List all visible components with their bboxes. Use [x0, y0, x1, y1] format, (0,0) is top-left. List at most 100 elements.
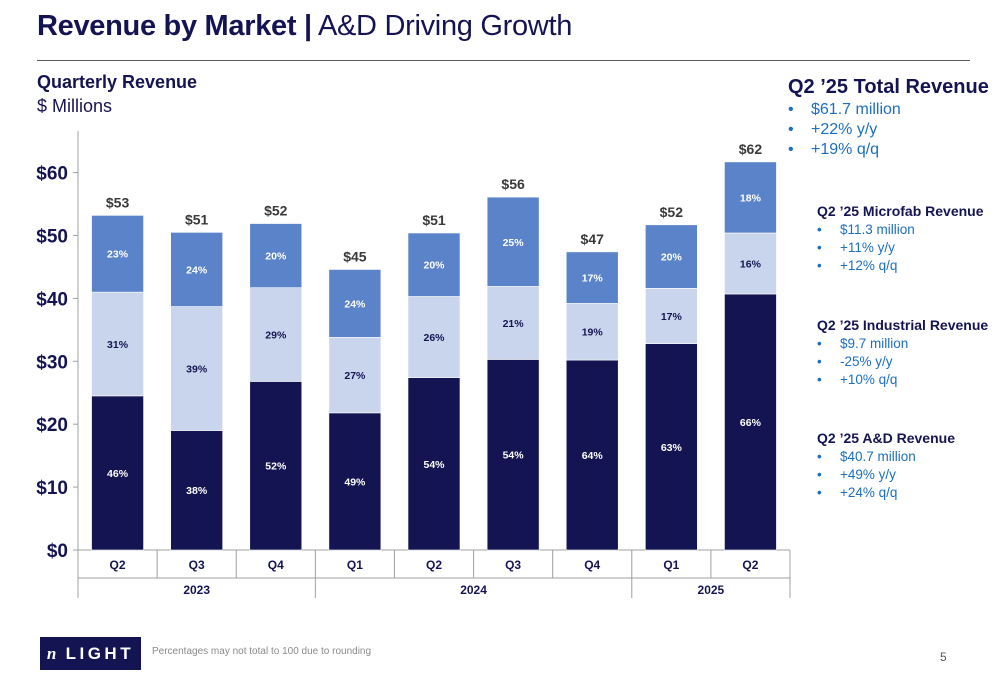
industrial-revenue-item: -25% y/y: [817, 353, 988, 371]
segment-pct-label: 20%: [265, 251, 287, 263]
industrial-revenue-item: $9.7 million: [817, 335, 988, 353]
bar-segment: [724, 293, 777, 551]
y-tick-label: $40: [36, 289, 68, 310]
bar-total-label: $53: [106, 194, 130, 210]
bar-segment: [486, 286, 540, 360]
segment-pct-label: 26%: [423, 332, 445, 344]
segment-pct-label: 21%: [503, 318, 525, 330]
microfab-revenue-item: $11.3 million: [817, 221, 984, 239]
y-tick-label: $20: [36, 415, 68, 436]
bar-total-label: $56: [501, 176, 525, 192]
segment-pct-label: 20%: [661, 252, 683, 264]
total-revenue-item: $61.7 million: [788, 100, 989, 120]
bar-total-label: $45: [343, 248, 367, 264]
bar-total-label: $51: [185, 211, 209, 227]
bar-segment: [645, 343, 698, 551]
ad-revenue-panel: Q2 ’25 A&D Revenue $40.7 million +49% y/…: [817, 429, 955, 502]
x-tick-label: Q4: [268, 558, 284, 572]
segment-pct-label: 17%: [661, 311, 683, 323]
x-tick-label: Q1: [663, 558, 679, 572]
title-divider: [37, 60, 970, 61]
total-revenue-item: +19% q/q: [788, 140, 989, 160]
total-revenue-panel: Q2 ’25 Total Revenue $61.7 million +22% …: [788, 74, 989, 160]
y-tick-label: $50: [36, 227, 68, 248]
y-tick-label: $30: [36, 352, 68, 373]
bar-total-label: $62: [739, 141, 763, 157]
footnote: Percentages may not total to 100 due to …: [152, 646, 372, 657]
ad-revenue-item: $40.7 million: [817, 448, 955, 466]
slide-title-rest: A&D Driving Growth: [311, 10, 573, 42]
industrial-revenue-title: Q2 ’25 Industrial Revenue: [817, 317, 989, 333]
bar-segment: [249, 287, 303, 382]
segment-pct-label: 19%: [582, 327, 604, 339]
y-tick-label: $0: [47, 541, 68, 562]
bar-segment: [170, 430, 223, 551]
microfab-revenue-item: +11% y/y: [817, 239, 984, 257]
x-tick-label: Q3: [505, 558, 521, 572]
slide-title: Revenue by Market | A&D Driving Growth: [37, 10, 572, 43]
microfab-revenue-panel: Q2 ’25 Microfab Revenue $11.3 million +1…: [817, 202, 984, 275]
slide-title-bold: Revenue by Market |: [37, 10, 312, 42]
bar-segment: [645, 288, 698, 344]
bar-segment: [407, 377, 461, 551]
bar-segment: [249, 223, 303, 289]
ad-revenue-item: +49% y/y: [817, 466, 955, 484]
bar-total-label: $47: [581, 231, 605, 247]
segment-pct-label: 17%: [582, 273, 604, 285]
segment-pct-label: 25%: [503, 237, 525, 249]
microfab-revenue-title: Q2 ’25 Microfab Revenue: [817, 203, 984, 219]
bar-segment: [565, 251, 619, 304]
segment-pct-label: 24%: [186, 264, 208, 276]
segment-pct-label: 54%: [503, 450, 525, 462]
segment-pct-label: 38%: [186, 485, 208, 497]
segment-pct-label: 64%: [582, 450, 604, 462]
total-revenue-item: +22% y/y: [788, 120, 989, 140]
bar-segment: [328, 337, 382, 414]
segment-pct-label: 54%: [423, 459, 445, 471]
x-year-label: 2024: [460, 583, 487, 597]
bar-segment: [91, 395, 144, 551]
y-tick-label: $10: [36, 478, 68, 499]
segment-pct-label: 20%: [423, 260, 445, 272]
segment-pct-label: 24%: [344, 298, 366, 310]
segment-pct-label: 46%: [107, 468, 129, 480]
bar-segment: [407, 232, 461, 297]
bar-segment: [724, 161, 777, 234]
segment-pct-label: 18%: [740, 192, 762, 204]
x-tick-label: Q4: [584, 558, 600, 572]
bar-segment: [724, 232, 777, 295]
ad-revenue-item: +24% q/q: [817, 484, 955, 502]
bar-segment: [486, 359, 540, 551]
chart-title: Quarterly Revenue: [37, 72, 198, 92]
bar-total-label: $52: [660, 204, 684, 220]
segment-pct-label: 29%: [265, 330, 287, 342]
chart-subtitle: $ Millions: [37, 96, 113, 116]
segment-pct-label: 31%: [107, 339, 129, 351]
microfab-revenue-item: +12% q/q: [817, 257, 984, 275]
segment-pct-label: 49%: [344, 476, 366, 488]
segment-pct-label: 52%: [265, 461, 287, 473]
bar-segment: [249, 381, 303, 551]
segment-pct-label: 66%: [740, 417, 762, 429]
bar-segment: [407, 296, 461, 378]
x-year-label: 2023: [183, 583, 210, 597]
bar-segment: [645, 224, 698, 289]
industrial-revenue-item: +10% q/q: [817, 371, 988, 389]
logo-n: n: [46, 644, 58, 663]
x-tick-label: Q2: [426, 558, 442, 572]
bar-total-label: $52: [264, 203, 288, 219]
x-tick-label: Q2: [110, 558, 126, 572]
total-revenue-title: Q2 ’25 Total Revenue: [788, 76, 989, 98]
bar-segment: [328, 269, 382, 338]
segment-pct-label: 27%: [344, 370, 366, 382]
x-tick-label: Q3: [189, 558, 205, 572]
segment-pct-label: 16%: [740, 258, 762, 270]
y-tick-label: $60: [36, 164, 68, 185]
page-number: 5: [940, 650, 947, 664]
bar-segment: [565, 303, 619, 361]
bar-segment: [328, 412, 382, 551]
x-tick-label: Q2: [742, 558, 758, 572]
ad-revenue-title: Q2 ’25 A&D Revenue: [817, 430, 955, 446]
x-year-label: 2025: [698, 583, 725, 597]
